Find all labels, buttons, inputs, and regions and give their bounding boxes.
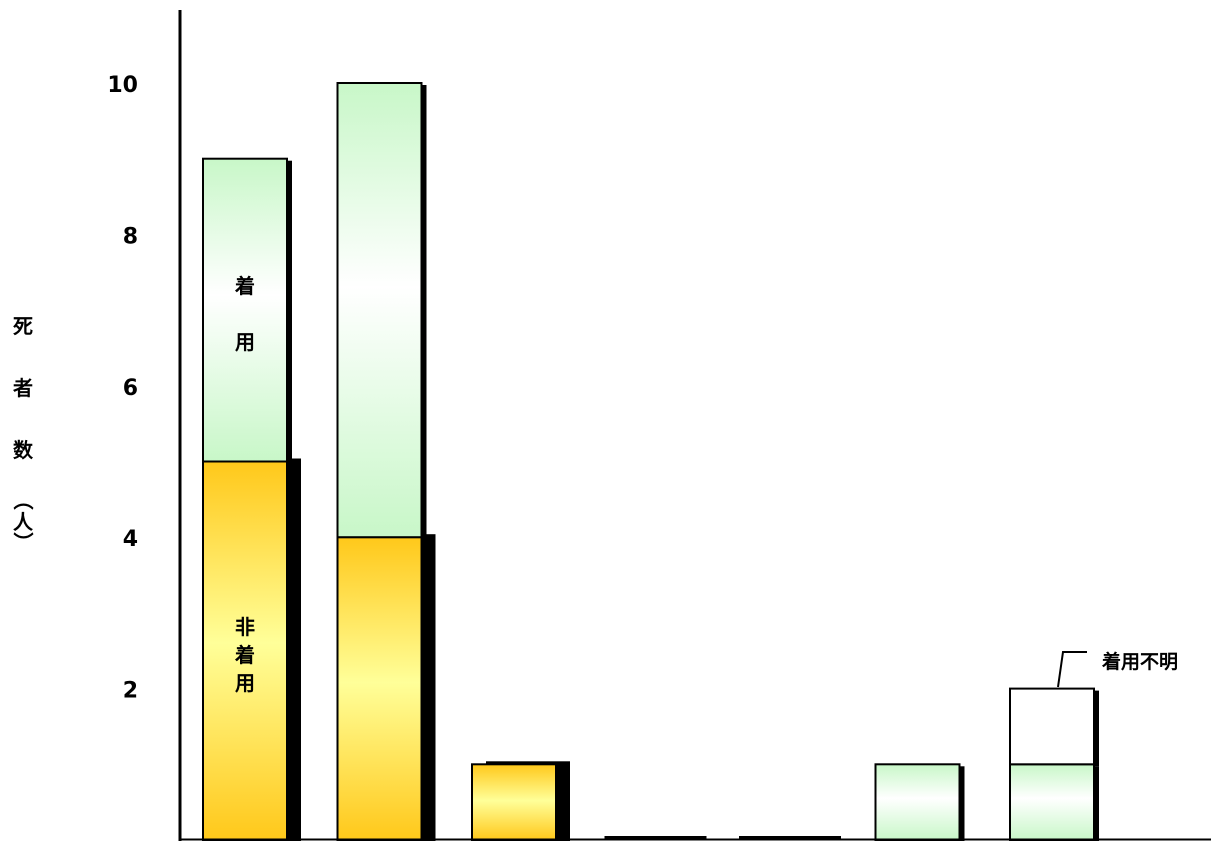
bar-segment-non-wearing bbox=[471, 763, 557, 841]
bars-layer bbox=[202, 82, 1099, 841]
bar-segment-unknown bbox=[1009, 687, 1095, 766]
non-wearing-label-char: 用 bbox=[235, 671, 255, 695]
non-wearing-label-char: 非 bbox=[235, 615, 255, 639]
y-tick-label: 8 bbox=[123, 224, 138, 249]
axis-layer bbox=[178, 10, 1211, 841]
unknown-label: 着用不明 bbox=[1102, 650, 1178, 673]
wearing-label-char: 着 bbox=[234, 274, 255, 298]
y-axis-label-char: 者 bbox=[13, 376, 33, 400]
bar-segment-wearing bbox=[336, 82, 423, 539]
bar-segment-non-wearing bbox=[336, 536, 423, 841]
bar-zero bbox=[604, 836, 707, 840]
y-tick-label: 6 bbox=[123, 376, 138, 401]
y-tick-label: 2 bbox=[123, 679, 138, 704]
bar-segment-wearing bbox=[874, 763, 961, 841]
unknown-leader-line bbox=[1057, 651, 1087, 688]
bar-shadow bbox=[1094, 766, 1099, 841]
bar-shadow bbox=[1094, 690, 1099, 767]
bar-segment-wearing bbox=[202, 157, 288, 463]
y-tick-label: 4 bbox=[123, 527, 138, 552]
y-axis-label-char: 人 bbox=[13, 510, 33, 534]
y-tick-label: 10 bbox=[107, 73, 138, 98]
y-axis-label-char: 数 bbox=[13, 438, 33, 462]
bar-shadow bbox=[959, 766, 965, 841]
bar-segment-wearing bbox=[1009, 763, 1095, 841]
y-axis-label-char: 死 bbox=[13, 314, 33, 338]
non-wearing-label-char: 着 bbox=[234, 643, 255, 667]
bar-shadow bbox=[287, 160, 292, 464]
wearing-label-char: 用 bbox=[235, 330, 255, 354]
bar-shadow bbox=[421, 85, 427, 540]
bar-zero bbox=[739, 836, 841, 840]
